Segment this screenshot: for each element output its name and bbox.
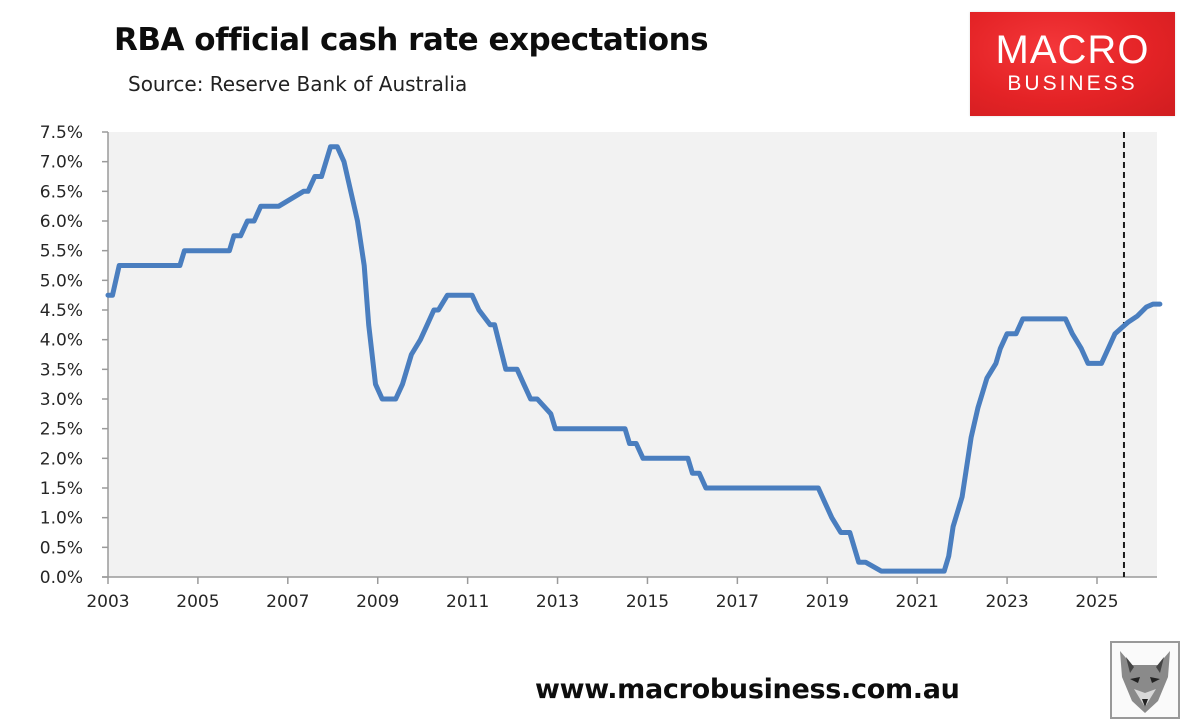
x-tick-label: 2009 — [356, 592, 399, 612]
x-tick-label: 2021 — [896, 592, 939, 612]
y-tick-label: 4.0% — [40, 331, 83, 351]
x-tick-label: 2013 — [536, 592, 579, 612]
logo-line-2: BUSINESS — [1007, 72, 1138, 95]
x-tick-label: 2015 — [626, 592, 669, 612]
y-tick-label: 2.5% — [40, 420, 83, 440]
cash-rate-series-line — [105, 144, 1163, 574]
y-tick-label: 0.0% — [40, 568, 83, 588]
fox-head-icon — [1110, 641, 1180, 719]
website-url: www.macrobusiness.com.au — [535, 674, 960, 705]
y-tick-label: 7.0% — [40, 153, 83, 173]
logo-line-1: MACRO — [995, 28, 1150, 72]
x-tick-label: 2011 — [446, 592, 489, 612]
x-tick-label: 2019 — [806, 592, 849, 612]
y-axis: 0.0% 0.5% 1.0% 1.5% 2.0% 2.5% 3.0% 3.5% 4.0% 4.5%… — [40, 123, 109, 588]
y-tick-label: 3.5% — [40, 360, 83, 380]
y-tick-label: 6.0% — [40, 212, 83, 232]
x-tick-label: 2025 — [1075, 592, 1118, 612]
y-tick-label: 3.0% — [40, 390, 83, 410]
y-tick-label: 5.5% — [40, 242, 83, 262]
x-axis: 2003 2005 2007 2009 2011 2013 2015 2017 2019 2021… — [86, 576, 1157, 612]
y-tick-label: 0.5% — [40, 538, 83, 558]
macrobusiness-logo: MACRO BUSINESS — [970, 12, 1175, 116]
y-tick-label: 1.0% — [40, 509, 83, 529]
y-tick-label: 2.0% — [40, 449, 83, 469]
y-tick-label: 5.0% — [40, 271, 83, 291]
chart-subtitle: Source: Reserve Bank of Australia — [128, 72, 468, 96]
y-tick-label: 6.5% — [40, 182, 83, 202]
y-tick-label: 4.5% — [40, 301, 83, 321]
y-tick-label: 7.5% — [40, 123, 83, 143]
x-tick-label: 2003 — [86, 592, 129, 612]
x-tick-label: 2017 — [716, 592, 759, 612]
chart-title: RBA official cash rate expectations — [114, 22, 709, 58]
x-tick-label: 2007 — [266, 592, 309, 612]
x-tick-label: 2023 — [985, 592, 1028, 612]
y-tick-label: 1.5% — [40, 479, 83, 499]
x-tick-label: 2005 — [176, 592, 219, 612]
